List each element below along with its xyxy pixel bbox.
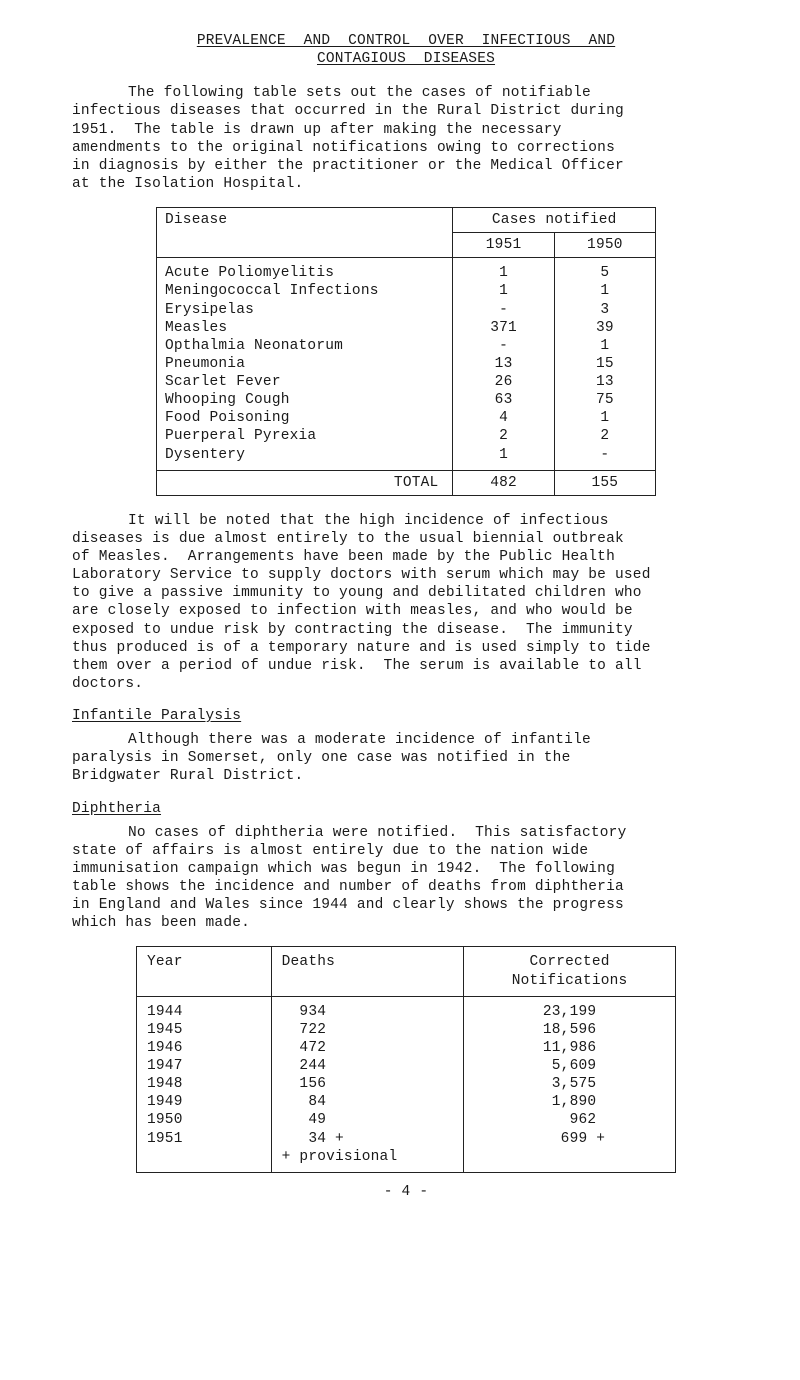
- section-diphtheria: Diphtheria: [72, 800, 740, 824]
- th-cases-notified: Cases notified: [453, 208, 656, 233]
- deaths-cell: 934 722 472 244 156 84 49 34 + + provisi…: [271, 996, 464, 1172]
- total-label: TOTAL: [157, 470, 453, 495]
- th-deaths: Deaths: [271, 947, 464, 996]
- th-1951: 1951: [453, 233, 554, 258]
- heading-diphtheria: Diphtheria: [72, 800, 161, 818]
- values-1950: 5 1 3 39 1 15 13 75 1 2 -: [554, 258, 655, 470]
- diphtheria-table-wrap: Year Deaths Corrected Notifications 1944…: [136, 946, 676, 1172]
- th-disease: Disease: [157, 208, 453, 258]
- th-corrected: Corrected Notifications: [464, 947, 676, 996]
- paragraph-diphtheria: No cases of diphtheria were notified. Th…: [72, 824, 740, 933]
- title-line-2: CONTAGIOUS DISEASES: [317, 50, 495, 68]
- heading-infantile: Infantile Paralysis: [72, 707, 241, 725]
- cases-table: Disease Cases notified 1951 1950 Acute P…: [156, 207, 656, 496]
- section-infantile: Infantile Paralysis: [72, 707, 740, 731]
- intro-paragraph: The following table sets out the cases o…: [72, 84, 740, 193]
- paragraph-infantile: Although there was a moderate incidence …: [72, 731, 740, 785]
- page-title-block: PREVALENCE AND CONTROL OVER INFECTIOUS A…: [72, 32, 740, 68]
- total-1951: 482: [453, 470, 554, 495]
- title-line-1: PREVALENCE AND CONTROL OVER INFECTIOUS A…: [197, 32, 615, 50]
- values-1951: 1 1 - 371 - 13 26 63 4 2 1: [453, 258, 554, 470]
- corrected-cell: 23,199 18,596 11,986 5,609 3,575 1,890 9…: [464, 996, 676, 1172]
- years-cell: 1944 1945 1946 1947 1948 1949 1950 1951: [137, 996, 272, 1172]
- th-1950: 1950: [554, 233, 655, 258]
- diphtheria-table: Year Deaths Corrected Notifications 1944…: [136, 946, 676, 1172]
- cases-table-wrap: Disease Cases notified 1951 1950 Acute P…: [156, 207, 656, 496]
- paragraph-noted: It will be noted that the high incidence…: [72, 512, 740, 693]
- disease-names: Acute Poliomyelitis Meningococcal Infect…: [157, 258, 453, 470]
- th-year: Year: [137, 947, 272, 996]
- page-number: - 4 -: [72, 1183, 740, 1201]
- total-1950: 155: [554, 470, 655, 495]
